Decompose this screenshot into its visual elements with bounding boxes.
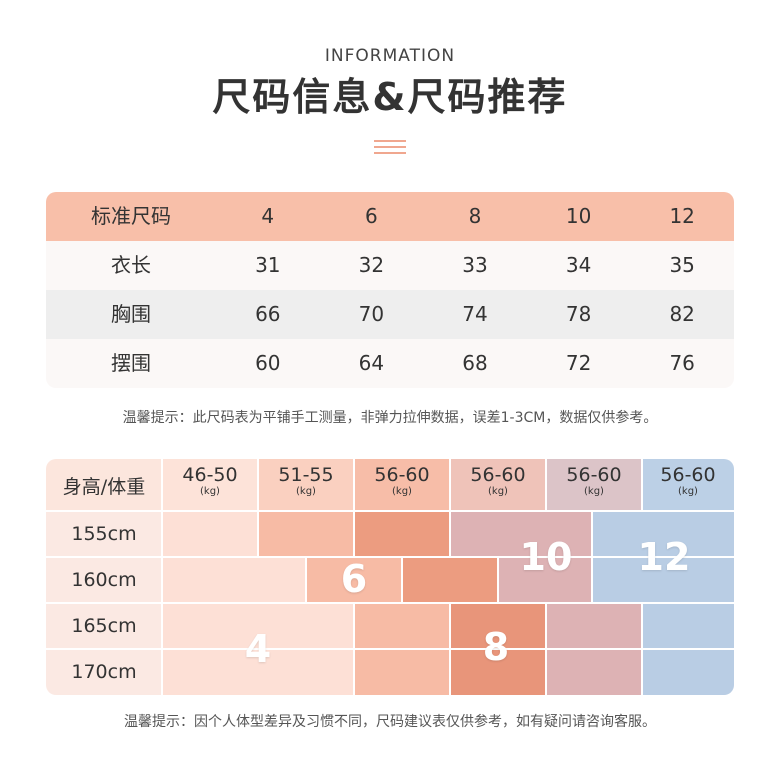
grid-line (46, 510, 734, 512)
weight-header-cell: 51-55 (kg) (258, 459, 354, 511)
size-10-block (546, 649, 642, 695)
size-6-block (306, 557, 402, 603)
size-table-header: 标准尺码 4 6 8 10 12 (46, 192, 734, 241)
size-10-block (546, 603, 642, 649)
grid-line (353, 459, 355, 511)
size-6-block (354, 511, 450, 557)
size-table-note: 温馨提示：此尺码表为平铺手工测量，非弹力拉伸数据，误差1-3CM，数据仅供参考。 (122, 410, 658, 426)
table-cell: 74 (462, 302, 488, 326)
weight-header-cell: 56-60 (kg) (450, 459, 546, 511)
weight-unit: (kg) (678, 486, 698, 497)
weight-range: 56-60 (660, 464, 716, 486)
table-cell: 78 (565, 302, 592, 326)
size-4-block (162, 649, 354, 695)
weight-unit: (kg) (584, 486, 604, 497)
size-4-block (162, 511, 258, 557)
table-cell: 32 (358, 253, 385, 277)
size-8-block (450, 603, 546, 649)
size-header-cell: 10 (565, 204, 592, 228)
weight-unit: (kg) (392, 486, 412, 497)
row-label: 摆围 (111, 351, 151, 375)
grid-line (305, 557, 307, 603)
size-recommendation-chart: 身高/体重 46-50 (kg) 51-55 (kg) 56-60 (kg) 5… (46, 459, 734, 695)
table-row: 衣长 31 32 33 34 35 (46, 241, 734, 290)
table-cell: 68 (462, 351, 488, 375)
table-row: 摆围 60 64 68 72 76 (46, 339, 734, 388)
title-divider-top (374, 140, 406, 142)
table-cell: 72 (565, 351, 592, 375)
size-10-label: 10 (519, 535, 573, 579)
size-6-block (258, 511, 354, 557)
table-cell: 35 (669, 253, 695, 277)
weight-range: 56-60 (470, 464, 526, 486)
table-cell: 60 (255, 351, 281, 375)
size-4-block (162, 557, 306, 603)
height-label: 170cm (46, 649, 162, 695)
height-label: 165cm (46, 603, 162, 649)
title-divider-bottom (374, 152, 406, 154)
size-4-block (162, 603, 354, 649)
grid-line (497, 557, 499, 603)
weight-header-cell: 56-60 (kg) (354, 459, 450, 511)
weight-range: 56-60 (566, 464, 622, 486)
grid-line (46, 602, 734, 604)
size-12-block (592, 511, 734, 557)
size-header-cell: 12 (669, 204, 695, 228)
size-4-label: 4 (244, 627, 272, 671)
grid-line (353, 511, 355, 557)
weight-unit: (kg) (488, 486, 508, 497)
grid-line (257, 459, 259, 557)
size-12-block (642, 649, 734, 695)
title-divider-middle (374, 146, 406, 148)
weight-header-cell: 56-60 (kg) (642, 459, 734, 511)
grid-line (449, 459, 451, 557)
size-header-cell: 8 (468, 204, 482, 228)
row-label: 衣长 (111, 253, 151, 277)
size-8-block (450, 649, 546, 695)
size-header-label: 标准尺码 (91, 204, 171, 228)
table-cell: 33 (462, 253, 488, 277)
rec-header-label: 身高/体重 (46, 459, 162, 511)
row-label: 胸围 (111, 302, 151, 326)
grid-line (545, 459, 547, 511)
size-6-label: 6 (340, 557, 368, 601)
size-header-cell: 6 (365, 204, 378, 228)
table-cell: 70 (358, 302, 385, 326)
weight-unit: (kg) (200, 486, 220, 497)
table-cell: 76 (669, 351, 695, 375)
grid-line (401, 557, 403, 603)
height-label: 160cm (46, 557, 162, 603)
size-header-cell: 4 (261, 204, 275, 228)
size-table: 标准尺码 4 6 8 10 12 衣长 31 32 33 34 35 胸围 66… (46, 192, 734, 388)
grid-line (46, 648, 734, 650)
size-12-label: 12 (637, 535, 691, 579)
table-cell: 31 (255, 253, 281, 277)
grid-line (161, 459, 163, 695)
grid-line (641, 459, 643, 511)
weight-header-cell: 56-60 (kg) (546, 459, 642, 511)
weight-header-cell: 46-50 (kg) (162, 459, 258, 511)
size-6-block (402, 557, 498, 603)
size-8-label: 8 (482, 625, 510, 669)
table-row: 胸围 66 70 74 78 82 (46, 290, 734, 339)
size-10-block (498, 557, 592, 603)
recommendation-note: 温馨提示：因个人体型差异及习惯不同，尺码建议表仅供参考，如有疑问请咨询客服。 (124, 714, 656, 730)
table-cell: 82 (669, 302, 695, 326)
size-6-block (354, 649, 450, 695)
grid-line (46, 556, 734, 558)
height-label: 155cm (46, 511, 162, 557)
table-cell: 64 (358, 351, 385, 375)
size-6-block (354, 603, 450, 649)
weight-range: 56-60 (374, 464, 430, 486)
weight-range: 46-50 (182, 464, 238, 486)
table-cell: 66 (255, 302, 281, 326)
page-title: 尺码信息&尺码推荐 (212, 75, 568, 119)
eyebrow-text: INFORMATION (324, 46, 456, 66)
weight-unit: (kg) (296, 486, 316, 497)
size-12-block (642, 603, 734, 649)
size-10-block (450, 511, 592, 557)
table-cell: 34 (565, 253, 592, 277)
size-12-block (592, 557, 734, 603)
weight-range: 51-55 (278, 464, 334, 486)
